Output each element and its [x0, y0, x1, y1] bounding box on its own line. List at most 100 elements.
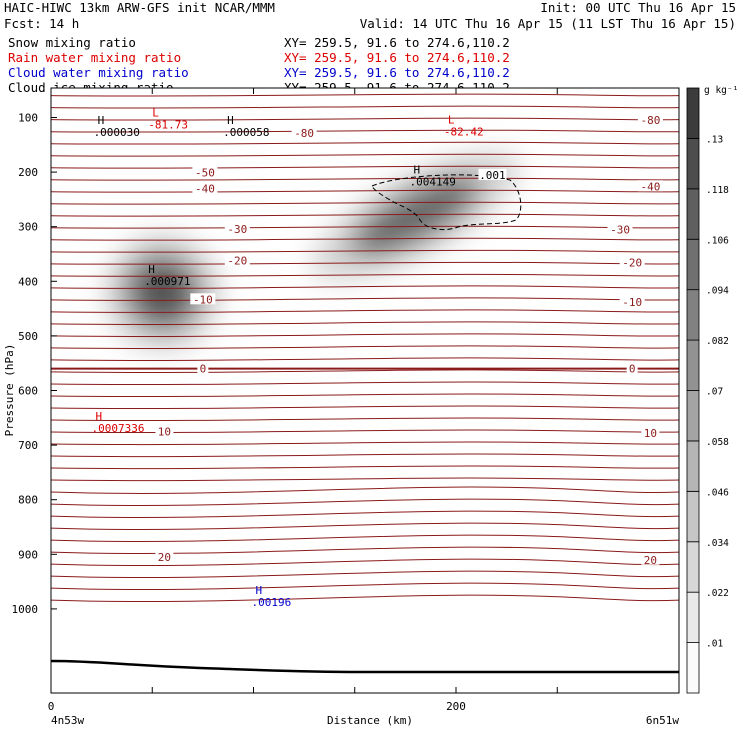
- extremum-value-6: .0007336: [92, 422, 145, 435]
- field-xy-0: XY= 259.5, 91.6 to 274.6,110.2: [284, 35, 510, 50]
- temperature-contours: [51, 93, 679, 603]
- y-tick-label-8: 900: [18, 548, 38, 561]
- colorbar-box-7: [686, 289, 700, 341]
- extremum-marker-4: H: [413, 164, 420, 177]
- colorbar-tick-label-1: .022: [706, 588, 729, 599]
- colorbar-tick-label-10: .13: [706, 134, 723, 145]
- temperature-contour-26: [51, 405, 679, 410]
- x-tick-label-1: 200: [446, 700, 466, 713]
- y-tick-label-1: 200: [18, 166, 38, 179]
- y-axis: 100 200 300 400 500 600 700 800 900 1000: [12, 112, 57, 616]
- extremum-marker-1: L: [448, 114, 455, 127]
- contour-label-9: -10: [193, 293, 213, 306]
- temperature-contour-4: [51, 141, 679, 145]
- field-name-1: Rain water mixing ratio: [8, 50, 181, 65]
- field-xy-2: XY= 259.5, 91.6 to 274.6,110.2: [284, 65, 510, 80]
- temperature-contour-27: [51, 417, 679, 422]
- extremum-marker-6: H: [96, 410, 103, 423]
- temperature-contour-39: [51, 558, 679, 567]
- cloud-ice-label-bg: [478, 168, 507, 180]
- colorbar-tick-label-4: .058: [706, 437, 729, 448]
- contour-label-12: 0: [629, 363, 636, 376]
- temperature-contour-7: [51, 177, 679, 181]
- colorbar-tick-label-6: .082: [706, 336, 729, 347]
- contour-label-bg-1: [637, 114, 663, 126]
- contour-label-bg-8: [619, 256, 645, 268]
- x-tick-label-0: 0: [48, 700, 55, 713]
- header-right-line-2: Valid: 14 UTC Thu 16 Apr 15 (11 LST Thu …: [360, 16, 736, 31]
- temperature-contour-10: [51, 213, 679, 217]
- temperature-contour-2: [51, 117, 679, 121]
- extremum-value-1: -82.42: [444, 126, 484, 139]
- x-axis-label: Distance (km): [327, 714, 413, 727]
- extremum-value-3: .000058: [223, 126, 269, 139]
- y-axis-label: Pressure (hPa): [3, 344, 16, 437]
- colorbar-box-0: [686, 642, 700, 694]
- contour-label-10: -10: [622, 296, 642, 309]
- contour-label-bg-14: [641, 427, 660, 439]
- contour-label-bg-15: [155, 551, 174, 563]
- temperature-contour-42: [51, 594, 679, 603]
- contour-label-6: -30: [610, 223, 630, 236]
- plot-background: [51, 88, 679, 693]
- y-tick-label-7: 800: [18, 494, 38, 507]
- colorbar-box-5: [686, 390, 700, 442]
- y-tick-label-4: 500: [18, 330, 38, 343]
- extremum-value-7: .00196: [252, 596, 292, 609]
- contour-label-15: 20: [158, 551, 171, 564]
- extremum-value-4: .004149: [409, 176, 455, 189]
- colorbar-box-6: [686, 339, 700, 391]
- extremum-marker-7: H: [256, 584, 263, 597]
- contour-label-bg-6: [607, 223, 633, 235]
- colorbar: .01 .022 .034 .046 .058 .07 .082 .094 .106 .118 .1…: [686, 85, 738, 694]
- temperature-contour-15: [51, 273, 679, 277]
- colorbar-box-4: [686, 440, 700, 492]
- contour-label-3: -40: [195, 182, 215, 195]
- temperature-contour-24: [51, 381, 679, 386]
- temperature-contour-17: [51, 297, 679, 301]
- x-axis: 0 200: [48, 88, 558, 713]
- temperature-contour-3: [51, 129, 679, 133]
- temperature-contour-32: [51, 477, 679, 482]
- colorbar-tick-label-7: .094: [706, 286, 729, 297]
- contour-label-bg-5: [224, 222, 250, 234]
- temperature-contour-9: [51, 201, 679, 205]
- field-xy-1: XY= 259.5, 91.6 to 274.6,110.2: [284, 50, 510, 65]
- extremum-marker-2: H: [98, 114, 105, 127]
- colorbar-tick-label-9: .118: [706, 185, 729, 196]
- colorbar-tick-label-5: .07: [706, 387, 723, 398]
- contour-label-bg-12: [626, 362, 638, 374]
- contour-label-1: -80: [640, 114, 660, 127]
- temperature-contour-18: [51, 309, 679, 313]
- contour-label-5: -30: [227, 223, 247, 236]
- header-right-line-1: Init: 00 UTC Thu 16 Apr 15: [540, 0, 736, 15]
- contour-label-bg-13: [155, 425, 174, 437]
- temperature-contour-35: [51, 510, 679, 518]
- temperature-contour-1: [51, 105, 679, 109]
- temperature-contour-12: [51, 237, 679, 241]
- contour-label-bg-7: [224, 254, 250, 266]
- temperature-contour-33: [51, 486, 679, 494]
- temperature-contour-22: [51, 357, 679, 361]
- temperature-contour-14: [51, 261, 679, 265]
- colorbar-boxes: [686, 87, 700, 694]
- contour-label-13: 10: [158, 425, 171, 438]
- colorbar-box-8: [686, 238, 700, 291]
- y-tick-label-3: 400: [18, 275, 38, 288]
- temperature-contour-25: [51, 393, 679, 398]
- contour-label-2: -50: [195, 167, 215, 180]
- temperature-contour-5: [51, 153, 679, 157]
- temperature-contour-16: [51, 285, 679, 289]
- x-start-location: 4n53w: [51, 714, 84, 727]
- extrema-labels: L-81.73 L-82.42H.000030H.000058H.004149H.…: [92, 106, 484, 609]
- extremum-value-5: .000971: [144, 275, 190, 288]
- figure-header: HAIC-HIWC 13km ARW-GFS init NCAR/MMM Fcs…: [4, 0, 736, 95]
- snow-shading-core-1: [350, 175, 481, 257]
- temperature-contour-20: [51, 333, 679, 337]
- contour-label-bg-0: [291, 126, 317, 138]
- colorbar-box-1: [686, 591, 700, 643]
- x-end-location: 6n51w: [646, 714, 679, 727]
- colorbar-tick-label-3: .046: [706, 487, 729, 498]
- contour-label-4: -40: [640, 180, 660, 193]
